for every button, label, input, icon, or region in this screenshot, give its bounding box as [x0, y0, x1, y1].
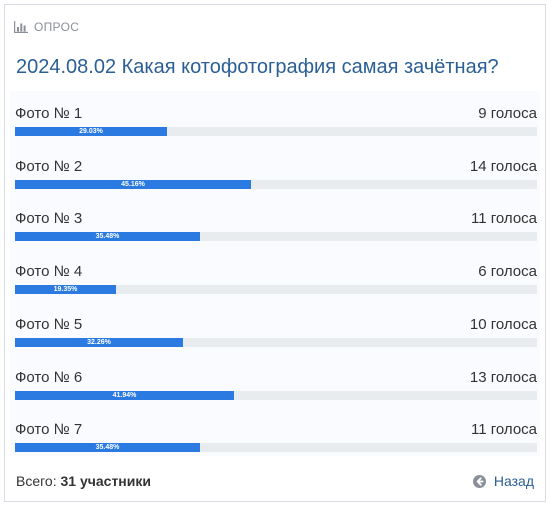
- option-name: Фото № 4: [15, 263, 83, 281]
- option-votes: 13 голоса: [469, 368, 537, 386]
- poll-label: ОПРОС: [34, 20, 80, 34]
- progress-bar: 29.03%: [15, 127, 167, 136]
- poll-option: Фото № 5 10 голоса 32.26%: [15, 315, 537, 355]
- bar-chart-icon: [14, 21, 28, 33]
- option-votes: 10 голоса: [469, 315, 537, 333]
- poll-total-value: 31 участники: [60, 473, 151, 489]
- progress-bar: 35.48%: [15, 443, 200, 453]
- progress-track: 45.16%: [15, 179, 537, 189]
- progress-percent: 29.03%: [79, 128, 103, 135]
- progress-track: 35.48%: [15, 232, 537, 242]
- arrow-left-circle-icon: [472, 474, 486, 488]
- back-link[interactable]: Назад: [472, 472, 534, 490]
- option-name: Фото № 5: [15, 315, 83, 333]
- option-votes: 11 голоса: [471, 421, 537, 439]
- poll-header: ОПРОС: [14, 19, 79, 35]
- progress-track: 19.35%: [15, 285, 537, 295]
- poll-option: Фото № 2 14 голоса 45.16%: [15, 157, 537, 197]
- progress-bar: 19.35%: [15, 285, 116, 295]
- option-votes: 6 голоса: [478, 263, 537, 281]
- poll-option: Фото № 4 6 голоса 19.35%: [15, 262, 537, 302]
- progress-percent: 19.35%: [53, 286, 78, 294]
- progress-bar: 41.94%: [15, 390, 234, 400]
- progress-bar: 45.16%: [15, 179, 251, 189]
- poll-option: Фото № 7 11 голоса 35.48%: [15, 420, 537, 460]
- progress-track: 29.03%: [15, 127, 537, 136]
- progress-percent: 45.16%: [121, 180, 145, 188]
- poll-option: Фото № 3 11 голоса 35.48%: [15, 209, 537, 249]
- option-name: Фото № 3: [15, 210, 83, 228]
- progress-track: 35.48%: [15, 443, 537, 453]
- progress-percent: 35.48%: [95, 233, 120, 241]
- progress-track: 41.94%: [15, 390, 537, 400]
- poll-options: Фото № 1 9 голоса 29.03% Фото № 2 14 голоса 4…: [10, 91, 540, 456]
- option-name: Фото № 7: [15, 421, 83, 439]
- progress-percent: 41.94%: [112, 391, 137, 399]
- poll-option: Фото № 6 13 голоса 41.94%: [15, 368, 537, 408]
- option-votes: 9 голоса: [478, 105, 537, 122]
- poll-total-label: Всего:: [16, 473, 57, 489]
- poll-title: 2024.08.02 Какая котофотография самая за…: [16, 56, 499, 78]
- progress-bar: 32.26%: [15, 337, 183, 347]
- progress-percent: 35.48%: [95, 444, 120, 452]
- poll-option: Фото № 1 9 голоса 29.03%: [15, 104, 537, 144]
- option-votes: 11 голоса: [471, 210, 537, 228]
- progress-track: 32.26%: [15, 337, 537, 347]
- option-name: Фото № 1: [15, 105, 83, 122]
- back-link-label: Назад: [493, 473, 534, 489]
- poll-card: ОПРОС 2024.08.02 Какая котофотография са…: [4, 4, 546, 502]
- progress-bar: 35.48%: [15, 232, 200, 242]
- progress-percent: 32.26%: [87, 338, 111, 346]
- option-name: Фото № 6: [15, 368, 83, 386]
- poll-total: Всего: 31 участники: [16, 472, 151, 490]
- option-name: Фото № 2: [15, 157, 83, 175]
- option-votes: 14 голоса: [469, 157, 537, 175]
